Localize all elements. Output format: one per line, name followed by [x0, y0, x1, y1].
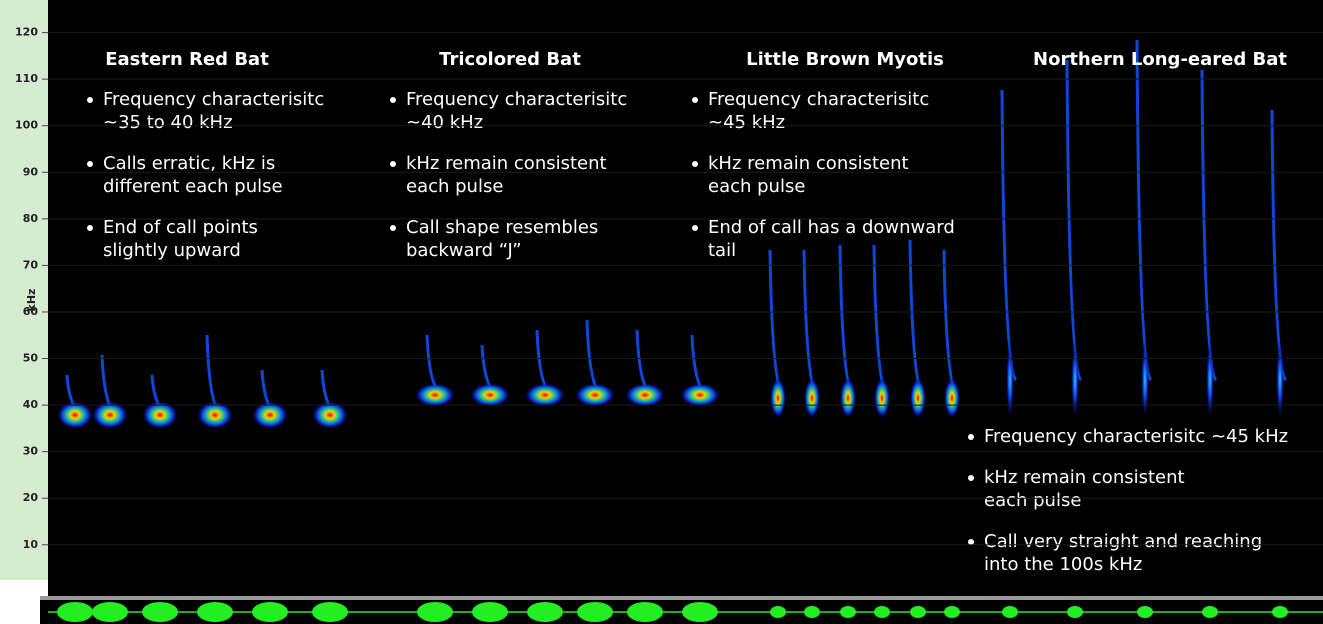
bat-title: Northern Long-eared Bat: [1033, 49, 1287, 70]
call-pulse: [680, 383, 720, 407]
waveform-burst: [840, 606, 856, 618]
bullet: [968, 434, 974, 440]
bullet-text: kHz remain consistent: [708, 153, 909, 174]
bat-title: Eastern Red Bat: [105, 49, 269, 70]
bullet: [692, 97, 698, 103]
call-pulse: [1071, 340, 1079, 420]
call-pulse: [625, 383, 665, 407]
y-tick-label: 100: [15, 119, 38, 132]
bullet-text: different each pulse: [103, 176, 283, 197]
call-pulse: [415, 383, 455, 407]
bullet-text: End of call points: [103, 217, 258, 238]
waveform-burst: [577, 602, 613, 622]
call-pulse: [910, 378, 926, 418]
bat-title: Little Brown Myotis: [746, 49, 944, 70]
y-tick-label: 80: [23, 212, 39, 225]
bullet: [87, 97, 93, 103]
separator: [40, 596, 1323, 600]
call-pulse: [770, 378, 786, 418]
waveform-burst: [57, 602, 93, 622]
bullet-text: each pulse: [708, 176, 805, 197]
waveform-burst: [92, 602, 128, 622]
waveform-burst: [142, 602, 178, 622]
call-pulse: [944, 378, 960, 418]
call-pulse: [575, 383, 615, 407]
call-pulse: [470, 383, 510, 407]
call-pulse: [1006, 340, 1014, 420]
page: kHz Eastern Red BatFrequency characteris…: [0, 0, 1323, 624]
bullet: [87, 161, 93, 167]
bullet-text: Frequency characterisitc ~45 kHz: [984, 426, 1288, 447]
y-tick-label: 30: [23, 445, 39, 458]
bullet: [692, 161, 698, 167]
waveform-burst: [874, 606, 890, 618]
bullet-text: backward “J”: [406, 240, 522, 261]
waveform-burst: [1202, 606, 1218, 618]
bullet-text: Calls erratic, kHz is: [103, 153, 275, 174]
y-tick-label: 50: [23, 352, 39, 365]
waveform-burst: [804, 606, 820, 618]
bullet-text: Call shape resembles: [406, 217, 598, 238]
y-tick-label: 40: [23, 398, 39, 411]
waveform-burst: [197, 602, 233, 622]
bullet-text: Call very straight and reaching: [984, 531, 1262, 552]
y-tick-label: 20: [23, 491, 39, 504]
bullet-text: slightly upward: [103, 240, 241, 261]
y-tick-label: 90: [23, 165, 39, 178]
bullet: [390, 97, 396, 103]
bullet-text: kHz remain consistent: [406, 153, 607, 174]
call-pulse: [1276, 340, 1284, 420]
waveform-burst: [944, 606, 960, 618]
waveform-burst: [527, 602, 563, 622]
waveform-burst: [312, 602, 348, 622]
bullet-text: ~40 kHz: [406, 112, 483, 133]
call-pulse: [1206, 340, 1214, 420]
waveform-burst: [627, 602, 663, 622]
bullet: [390, 161, 396, 167]
bullet-text: End of call has a downward: [708, 217, 955, 238]
bullet-text: each pulse: [406, 176, 503, 197]
y-tick-label: 10: [23, 538, 39, 551]
waveform-burst: [1137, 606, 1153, 618]
bullet-text: Frequency characterisitc: [103, 89, 324, 110]
bullet: [87, 225, 93, 231]
waveform-burst: [1272, 606, 1288, 618]
waveform-burst: [252, 602, 288, 622]
bullet-text: kHz remain consistent: [984, 467, 1185, 488]
bullet-text: ~45 kHz: [708, 112, 785, 133]
bullet-text: Frequency characterisitc: [406, 89, 627, 110]
waveform-burst: [1067, 606, 1083, 618]
waveform-burst: [1002, 606, 1018, 618]
bullet: [968, 475, 974, 481]
bullet: [390, 225, 396, 231]
waveform-burst: [682, 602, 718, 622]
y-tick-label: 60: [23, 305, 39, 318]
spectrogram-view: kHz Eastern Red BatFrequency characteris…: [0, 0, 1323, 624]
call-pulse: [525, 383, 565, 407]
call-pulse: [874, 378, 890, 418]
call-pulse: [804, 378, 820, 418]
call-pulse: [840, 378, 856, 418]
waveform-burst: [770, 606, 786, 618]
bullet-text: Frequency characterisitc: [708, 89, 929, 110]
bullet-text: each pulse: [984, 490, 1081, 511]
bat-title: Tricolored Bat: [439, 49, 581, 70]
bullet-text: into the 100s kHz: [984, 554, 1142, 575]
bullet-text: ~35 to 40 kHz: [103, 112, 233, 133]
call-pulse: [1141, 340, 1149, 420]
y-tick-label: 120: [15, 26, 38, 39]
y-tick-label: 70: [23, 258, 39, 271]
waveform-burst: [472, 602, 508, 622]
bullet: [968, 539, 974, 545]
waveform-burst: [417, 602, 453, 622]
bullet-text: tail: [708, 240, 736, 261]
y-tick-label: 110: [15, 72, 38, 85]
waveform-burst: [910, 606, 926, 618]
bullet: [692, 225, 698, 231]
